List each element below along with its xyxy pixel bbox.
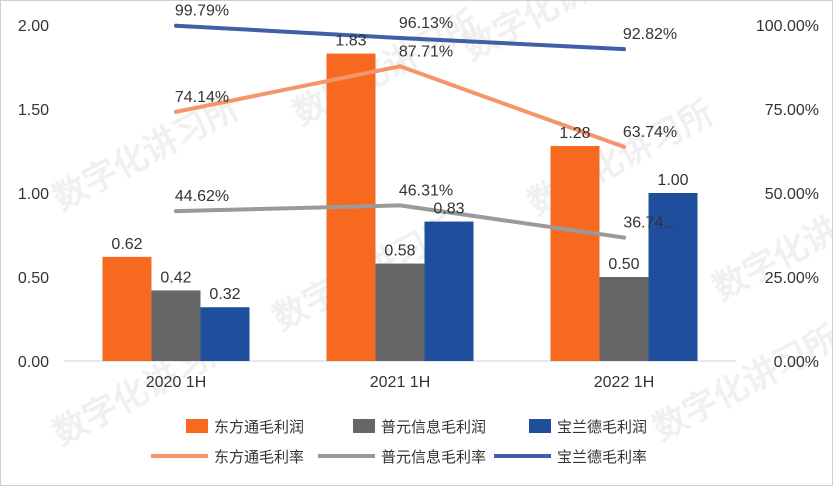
line-data-label: 99.79% — [175, 3, 229, 20]
y-right-tick-label: 25.00% — [765, 270, 819, 287]
bar-data-label: 0.58 — [384, 243, 415, 260]
y-left-tick-label: 1.50 — [18, 102, 49, 119]
legend-label: 普元信息毛利润 — [381, 418, 486, 436]
bar — [102, 256, 152, 361]
bar-data-label: 0.50 — [608, 256, 639, 273]
x-category-label: 2020 1H — [146, 374, 207, 391]
bar-data-label: 1.28 — [559, 125, 590, 142]
bar-data-label: 0.83 — [433, 201, 464, 218]
line-data-label: 87.71% — [399, 43, 453, 60]
bar-data-label: 0.32 — [209, 286, 240, 303]
bar — [200, 307, 250, 361]
line-point — [174, 209, 178, 214]
bar — [599, 277, 649, 361]
bar — [424, 221, 474, 361]
line-data-label: 92.82% — [623, 26, 677, 43]
y-left-tick-label: 1.00 — [18, 186, 49, 203]
y-left-tick-label: 0.50 — [18, 270, 49, 287]
line-data-label: 63.74% — [623, 124, 677, 141]
y-left-tick-label: 2.00 — [18, 18, 49, 35]
bar-data-label: 0.62 — [111, 236, 142, 253]
legend-label: 宝兰德毛利率 — [557, 448, 647, 466]
bar — [151, 290, 201, 361]
line-point — [622, 47, 626, 52]
line-point — [174, 109, 178, 114]
y-left-tick-label: 0.00 — [18, 354, 49, 371]
line-data-label: 36.74... — [623, 215, 676, 232]
line-data-label: 74.14% — [175, 89, 229, 106]
x-category-label: 2021 1H — [370, 374, 431, 391]
bar-data-label: 1.83 — [335, 33, 366, 50]
line-data-label: 96.13% — [399, 15, 453, 32]
y-right-tick-label: 75.00% — [765, 102, 819, 119]
legend-label: 普元信息毛利率 — [381, 448, 486, 466]
line-point — [174, 23, 178, 28]
line-point — [398, 36, 402, 41]
bar-data-label: 0.42 — [160, 269, 191, 286]
legend-label: 宝兰德毛利润 — [557, 418, 647, 436]
legend-swatch — [186, 419, 208, 433]
legend-swatch — [529, 419, 551, 433]
line-point — [398, 203, 402, 208]
line-point — [622, 235, 626, 240]
bar-data-label: 1.00 — [657, 172, 688, 189]
y-right-tick-label: 50.00% — [765, 186, 819, 203]
lines-layer — [174, 23, 626, 240]
line-data-label: 44.62% — [175, 188, 229, 205]
bar — [550, 145, 600, 361]
bar — [648, 193, 698, 361]
line-point — [622, 144, 626, 149]
y-right-tick-label: 0.00% — [774, 354, 819, 371]
x-category-label: 2022 1H — [594, 374, 655, 391]
legend-label: 东方通毛利率 — [214, 448, 304, 466]
data-labels-layer: 0.62 1.83 1.28 0.42 0.58 0.50 0.32 0.83 1.00 74.1… — [111, 3, 688, 304]
y-right-tick-label: 100.00% — [756, 18, 819, 35]
legend-label: 东方通毛利润 — [214, 418, 304, 436]
line-point — [398, 64, 402, 69]
bar — [375, 263, 425, 361]
legend-swatch — [353, 419, 375, 433]
line-data-label: 46.31% — [399, 182, 453, 199]
